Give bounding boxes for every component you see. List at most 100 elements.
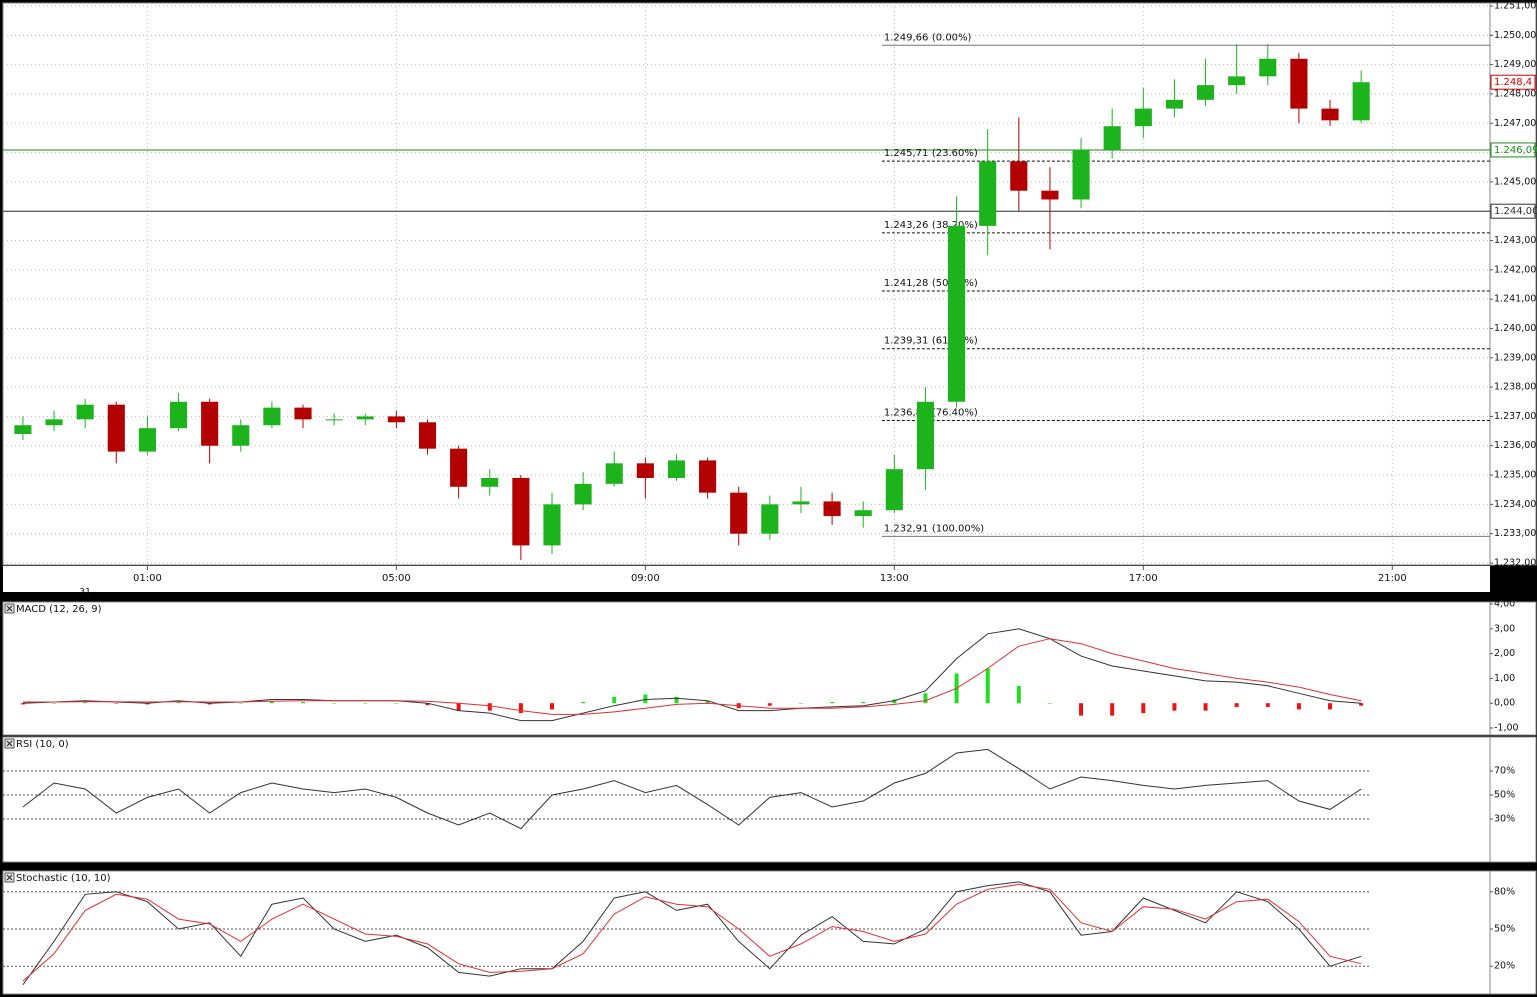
histogram-bar <box>332 703 337 704</box>
y-tick-label: 1.237,00 <box>1494 411 1536 422</box>
y-tick-label: 3,00 <box>1494 623 1515 634</box>
histogram-bar <box>52 703 57 704</box>
candle-body <box>107 404 125 452</box>
panel <box>2 2 1491 566</box>
panel <box>2 736 1491 863</box>
candle-body <box>450 448 468 487</box>
histogram-bar <box>83 702 88 704</box>
x-tick-label: 21:00 <box>1378 573 1407 584</box>
indicator-line <box>22 881 1362 986</box>
x-tick-label: 01:00 <box>133 573 162 584</box>
histogram-bar <box>1359 703 1364 706</box>
candle-body <box>543 504 561 546</box>
histogram-bar <box>363 703 368 704</box>
axis-panel <box>1489 2 1537 566</box>
candle-body <box>667 460 686 478</box>
candle-body <box>1352 82 1370 121</box>
histogram-bar <box>1047 703 1052 704</box>
candle-body <box>761 504 779 534</box>
close-icon-x <box>6 740 13 747</box>
y-tick-label: 50% <box>1494 924 1515 935</box>
x-tick-label: 13:00 <box>880 573 909 584</box>
candle-body <box>232 425 250 446</box>
price-tag-label: 1.246,09 <box>1494 145 1537 156</box>
candle-body <box>45 419 63 426</box>
histogram-bar <box>1328 703 1333 710</box>
y-tick-label: 1.248,00 <box>1494 88 1536 99</box>
fibonacci-value: 1.249,66 <box>884 32 929 43</box>
candle-body <box>356 416 374 420</box>
y-tick-label: 1.235,00 <box>1494 470 1536 481</box>
y-tick-label: 1.242,00 <box>1494 264 1536 275</box>
candle-body <box>263 407 281 426</box>
fibonacci-value: 1.232,91 <box>884 523 929 534</box>
y-tick-label: 2,00 <box>1494 648 1515 659</box>
candle-body <box>574 483 592 505</box>
histogram-bar <box>643 694 648 704</box>
candle-body <box>1290 58 1308 109</box>
candle-body <box>605 463 623 484</box>
histogram-bar <box>861 701 866 704</box>
candle-body <box>885 469 903 511</box>
y-tick-label: 20% <box>1494 961 1515 972</box>
candle-body <box>512 477 530 546</box>
candle-body <box>481 477 499 487</box>
candle-body <box>169 401 188 429</box>
candle-body <box>325 419 343 421</box>
candle-body <box>138 428 156 452</box>
candle-body <box>730 492 748 534</box>
candle-body <box>418 422 437 449</box>
axis-panel <box>1489 736 1537 863</box>
y-tick-label: 1.234,00 <box>1494 499 1536 510</box>
histogram-bar <box>767 703 772 706</box>
histogram-bar <box>301 701 306 704</box>
histogram-bar <box>1079 703 1084 716</box>
histogram-bar <box>207 703 212 705</box>
last-price-tag <box>1490 74 1536 90</box>
y-tick-label: 1.245,00 <box>1494 176 1536 187</box>
histogram-bar <box>1265 703 1270 707</box>
histogram-bar <box>985 668 990 704</box>
histogram-bar <box>20 703 25 705</box>
y-tick-label: 70% <box>1494 766 1515 777</box>
histogram-bar <box>269 701 274 704</box>
candle-body <box>1103 126 1121 150</box>
candle-body <box>1134 108 1152 127</box>
histogram-bar <box>830 701 835 704</box>
histogram-bar <box>1172 703 1177 711</box>
histogram-bar <box>674 697 679 704</box>
price-tag-label: 1.244,00 <box>1494 206 1537 217</box>
candle-body <box>1010 161 1028 191</box>
y-tick-label: 1.240,00 <box>1494 323 1536 334</box>
fibonacci-value: 1.245,71 <box>884 148 929 159</box>
histogram-bar <box>145 703 150 705</box>
y-tick-label: 1.249,00 <box>1494 59 1536 70</box>
axis-panel <box>1489 601 1537 736</box>
y-tick-label: 0,00 <box>1494 698 1515 709</box>
price-tag <box>1490 203 1536 219</box>
panel-title: RSI (10, 0) <box>16 739 69 750</box>
candle-body <box>1259 58 1277 77</box>
histogram-bar <box>612 697 617 704</box>
candle-body <box>14 425 32 435</box>
candle-body <box>792 501 810 505</box>
y-tick-label: 1.247,00 <box>1494 118 1536 129</box>
fibonacci-ratio: (38.20%) <box>932 220 978 231</box>
candle-body <box>387 416 405 423</box>
candle-body <box>1196 85 1215 100</box>
histogram-bar <box>1296 703 1301 710</box>
candle-body <box>1041 190 1059 200</box>
histogram-bar <box>1016 685 1021 704</box>
fibonacci-ratio: (23.60%) <box>932 148 978 159</box>
x-tick-label: 09:00 <box>631 573 660 584</box>
close-icon-x <box>6 874 13 881</box>
y-tick-label: 1,00 <box>1494 673 1515 684</box>
histogram-bar <box>487 703 492 711</box>
y-tick-label: 1.243,00 <box>1494 235 1536 246</box>
histogram-bar <box>923 693 928 704</box>
y-tick-label: 1.250,00 <box>1494 30 1536 41</box>
candle-body <box>636 463 654 478</box>
y-tick-label: 1.241,00 <box>1494 294 1536 305</box>
candle-body <box>1228 76 1246 86</box>
